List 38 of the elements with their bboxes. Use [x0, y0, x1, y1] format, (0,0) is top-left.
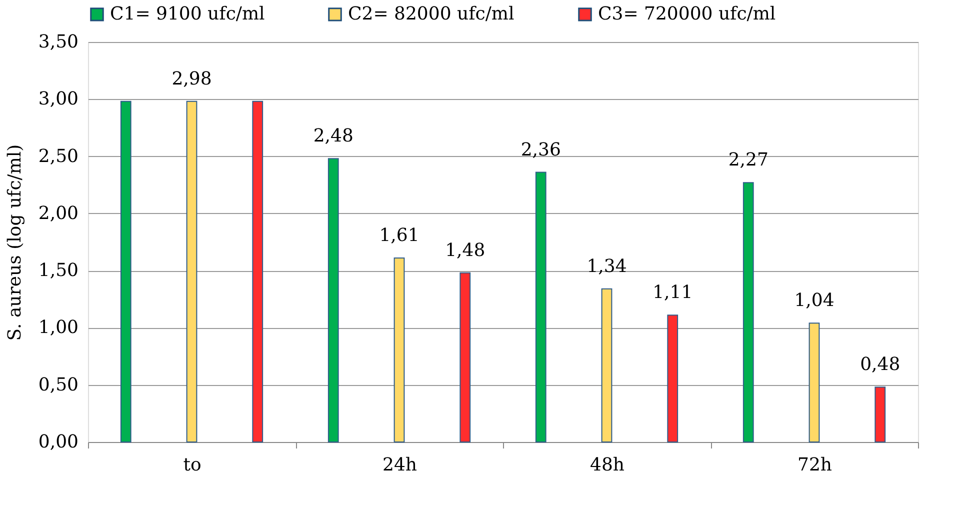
y-tick-label: 1,00	[38, 317, 78, 338]
x-tick-label: 48h	[590, 454, 625, 476]
data-label: 1,48	[445, 240, 486, 261]
bar	[535, 172, 546, 442]
bar	[328, 158, 339, 442]
bar	[808, 322, 820, 442]
bar	[667, 314, 678, 442]
bar	[874, 386, 886, 442]
data-label: 1,61	[379, 225, 420, 246]
bar	[601, 288, 612, 442]
bar	[460, 272, 471, 442]
legend-label: C1= 9100 ufc/ml	[110, 3, 266, 24]
x-tick-label: to	[183, 454, 202, 476]
x-tick-label: 72h	[798, 454, 832, 476]
data-label: 2,27	[728, 150, 768, 171]
y-axis-title: S. aureus (log ufc/ml)	[4, 144, 26, 341]
bar	[186, 100, 198, 442]
data-label: 2,48	[313, 126, 354, 147]
y-tick-label: 2,00	[38, 202, 78, 224]
data-label: 0,48	[860, 354, 900, 376]
legend-label: C3= 720000 ufc/ml	[598, 3, 776, 24]
y-tick-label: 0,50	[38, 374, 78, 396]
bar	[742, 182, 754, 442]
bar	[252, 100, 264, 442]
y-tick-label: 2,50	[38, 146, 78, 167]
y-tick-label: 3,00	[38, 88, 78, 110]
x-tick-label: 24h	[382, 454, 418, 476]
data-label: 1,11	[652, 282, 693, 304]
bar	[394, 258, 405, 442]
y-tick-label: 1,50	[38, 260, 78, 282]
data-label: 1,04	[794, 290, 834, 312]
bar	[120, 100, 132, 442]
legend-label: C2= 82000 ufc/ml	[348, 3, 514, 24]
y-tick-label: 3,50	[38, 32, 78, 52]
data-label: 2,98	[172, 68, 212, 90]
data-label: 2,36	[520, 139, 561, 160]
data-label: 1,34	[586, 256, 627, 277]
y-tick-label: 0,00	[38, 432, 78, 452]
